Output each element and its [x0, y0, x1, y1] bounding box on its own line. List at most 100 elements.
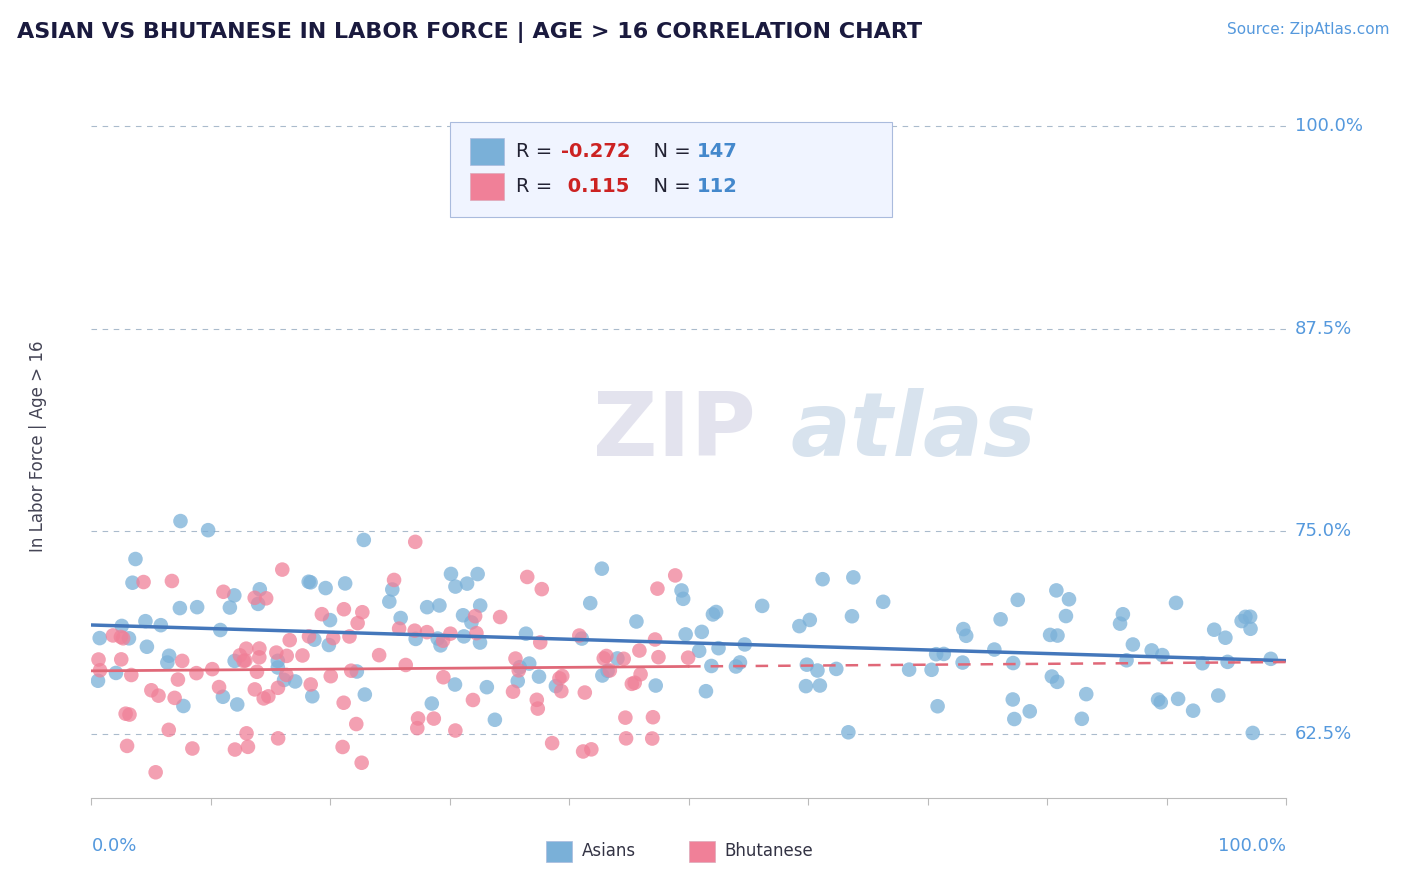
Point	[120, 668, 142, 682]
Point	[233, 653, 256, 667]
Point	[526, 693, 548, 707]
Point	[352, 605, 374, 619]
Point	[115, 739, 138, 753]
Point	[808, 679, 831, 693]
Point	[1204, 623, 1226, 637]
Point	[118, 632, 141, 646]
Point	[1040, 669, 1063, 683]
Text: R =: R =	[516, 178, 558, 196]
Point	[675, 627, 697, 641]
Point	[794, 679, 817, 693]
Point	[690, 624, 713, 639]
Point	[1002, 656, 1025, 670]
Text: 100.0%: 100.0%	[1219, 837, 1286, 855]
Point	[1206, 689, 1229, 703]
Point	[728, 656, 751, 670]
Point	[406, 721, 429, 735]
Point	[613, 652, 636, 666]
Point	[318, 638, 340, 652]
Point	[502, 684, 524, 698]
Text: 100.0%: 100.0%	[1295, 117, 1362, 135]
Point	[298, 574, 321, 589]
Point	[664, 568, 686, 582]
Text: 62.5%: 62.5%	[1295, 724, 1353, 742]
Point	[568, 628, 591, 642]
Point	[276, 668, 298, 682]
Point	[444, 580, 467, 594]
Point	[1115, 653, 1137, 667]
Point	[751, 599, 773, 613]
Point	[456, 576, 478, 591]
Point	[118, 707, 141, 722]
Point	[700, 659, 723, 673]
Point	[226, 698, 249, 712]
Point	[110, 630, 132, 644]
Text: R =: R =	[516, 142, 558, 161]
Point	[475, 680, 498, 694]
Point	[544, 679, 567, 693]
Point	[212, 690, 235, 704]
Point	[695, 684, 717, 698]
Point	[644, 632, 666, 647]
Point	[465, 626, 488, 640]
Point	[406, 711, 429, 725]
Point	[224, 742, 246, 756]
Point	[842, 570, 865, 584]
Point	[1150, 695, 1173, 709]
Point	[322, 631, 344, 645]
Point	[506, 674, 529, 689]
Text: Asians: Asians	[582, 842, 636, 860]
Point	[872, 595, 894, 609]
Point	[145, 765, 167, 780]
Point	[1167, 691, 1189, 706]
Point	[134, 614, 156, 628]
Point	[416, 625, 439, 640]
Point	[581, 742, 603, 756]
Point	[628, 643, 651, 657]
Point	[304, 632, 326, 647]
Point	[405, 632, 427, 646]
Point	[224, 588, 246, 602]
Point	[1112, 607, 1135, 622]
Point	[141, 683, 163, 698]
Point	[346, 616, 368, 631]
Point	[517, 657, 540, 671]
Point	[395, 657, 418, 672]
Point	[990, 612, 1012, 626]
Point	[898, 663, 921, 677]
Point	[1239, 622, 1261, 636]
Point	[1018, 704, 1040, 718]
Point	[1215, 631, 1237, 645]
Point	[181, 741, 204, 756]
Point	[299, 575, 322, 590]
Point	[160, 574, 183, 588]
Text: -0.272: -0.272	[561, 142, 630, 161]
Point	[249, 582, 271, 597]
Point	[267, 654, 290, 668]
Bar	[689, 840, 716, 862]
Point	[157, 723, 180, 737]
Point	[1182, 704, 1205, 718]
Point	[208, 680, 231, 694]
Point	[416, 600, 439, 615]
Point	[101, 628, 124, 642]
Point	[439, 626, 461, 640]
Point	[315, 581, 337, 595]
Point	[952, 622, 974, 636]
Point	[235, 726, 257, 740]
Point	[432, 633, 454, 648]
Text: N =: N =	[641, 178, 697, 196]
Point	[339, 630, 361, 644]
Bar	[546, 840, 572, 862]
Point	[509, 660, 531, 674]
Point	[734, 637, 756, 651]
Point	[209, 623, 232, 637]
Point	[484, 713, 506, 727]
Point	[579, 596, 602, 610]
Point	[515, 626, 537, 640]
Point	[247, 597, 270, 611]
Point	[548, 671, 571, 685]
Point	[550, 684, 572, 698]
Bar	[470, 173, 503, 200]
Point	[169, 514, 191, 528]
